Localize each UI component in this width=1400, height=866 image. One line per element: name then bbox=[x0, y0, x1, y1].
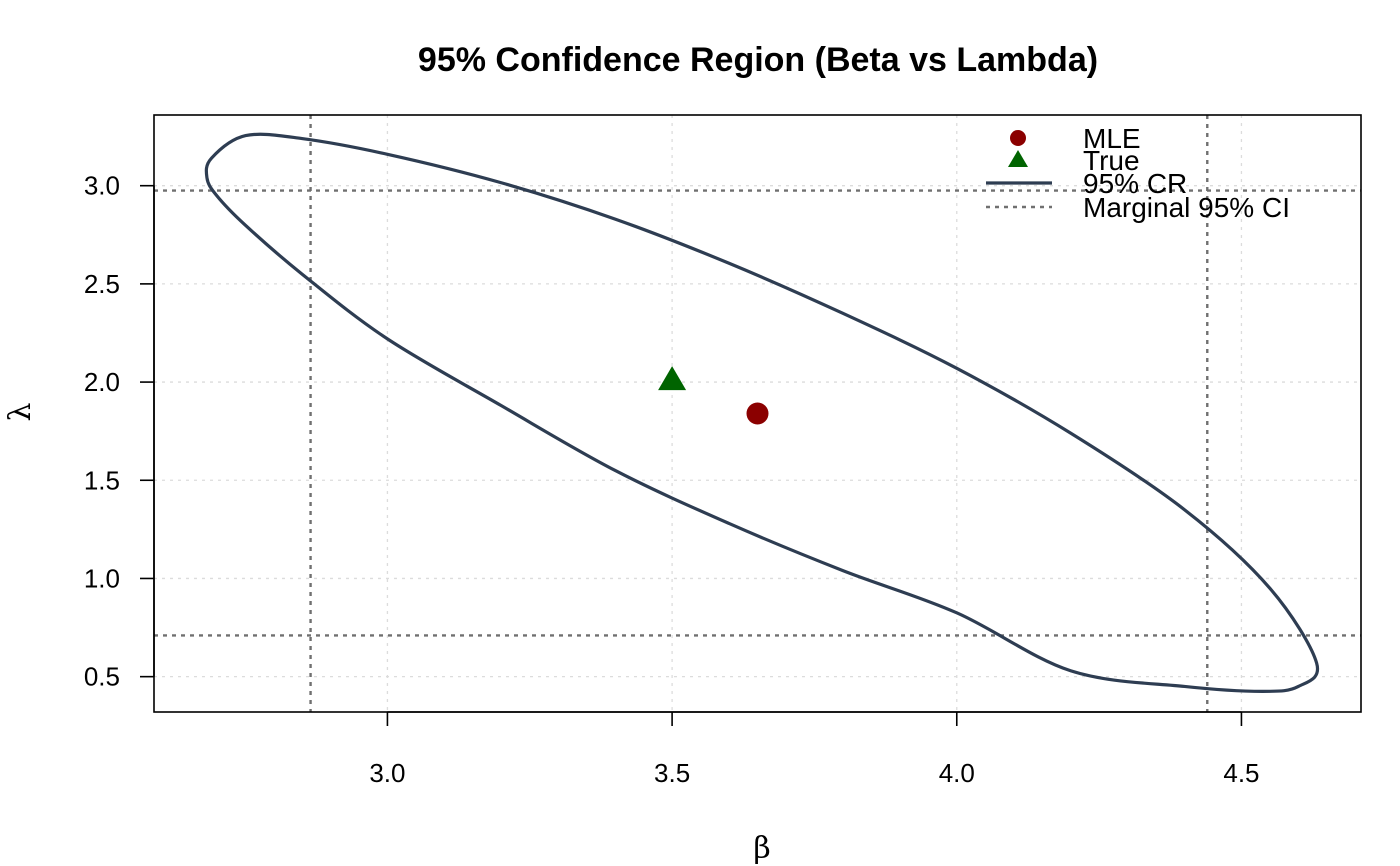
chart-title: 95% Confidence Region (Beta vs Lambda) bbox=[418, 41, 1098, 79]
y-tick-label-2: 1.5 bbox=[84, 465, 120, 495]
mle-point bbox=[746, 402, 769, 425]
y-tick-label-4: 2.5 bbox=[84, 269, 120, 299]
confidence-region-ellipse bbox=[204, 132, 1320, 693]
legend-item-0: MLE bbox=[1010, 123, 1141, 154]
y-tick-label-5: 3.0 bbox=[84, 171, 120, 201]
y-tick-label-0: 0.5 bbox=[84, 662, 120, 692]
data-points bbox=[658, 366, 769, 425]
x-tick-label-1: 3.5 bbox=[654, 758, 690, 788]
true-value-point bbox=[658, 366, 687, 391]
x-tick-label-3: 4.5 bbox=[1223, 758, 1259, 788]
legend-item-1: True bbox=[1008, 145, 1140, 176]
legend-item-2: 95% CR bbox=[986, 168, 1187, 199]
x-axis-label: β bbox=[753, 831, 770, 866]
y-axis-label: λ bbox=[3, 402, 38, 421]
legend-mle-marker bbox=[1010, 130, 1026, 146]
legend-item-3: Marginal 95% CI bbox=[986, 192, 1290, 223]
x-tick-label-2: 4.0 bbox=[939, 758, 975, 788]
y-axis: 0.5 1.0 1.5 2.0 2.5 3.0 bbox=[84, 171, 155, 692]
x-tick-label-0: 3.0 bbox=[369, 758, 405, 788]
legend-label-0: MLE bbox=[1083, 123, 1141, 154]
marginal-ci-lines bbox=[154, 115, 1361, 712]
legend-label-3: Marginal 95% CI bbox=[1083, 192, 1290, 223]
y-tick-label-1: 1.0 bbox=[84, 563, 120, 593]
x-axis: 3.0 3.5 4.0 4.5 bbox=[369, 711, 1260, 788]
legend-label-1: True bbox=[1083, 145, 1140, 176]
y-tick-label-3: 2.0 bbox=[84, 367, 120, 397]
legend-label-2: 95% CR bbox=[1083, 168, 1187, 199]
legend-true-marker bbox=[1008, 150, 1028, 167]
grid-lines bbox=[154, 115, 1361, 712]
